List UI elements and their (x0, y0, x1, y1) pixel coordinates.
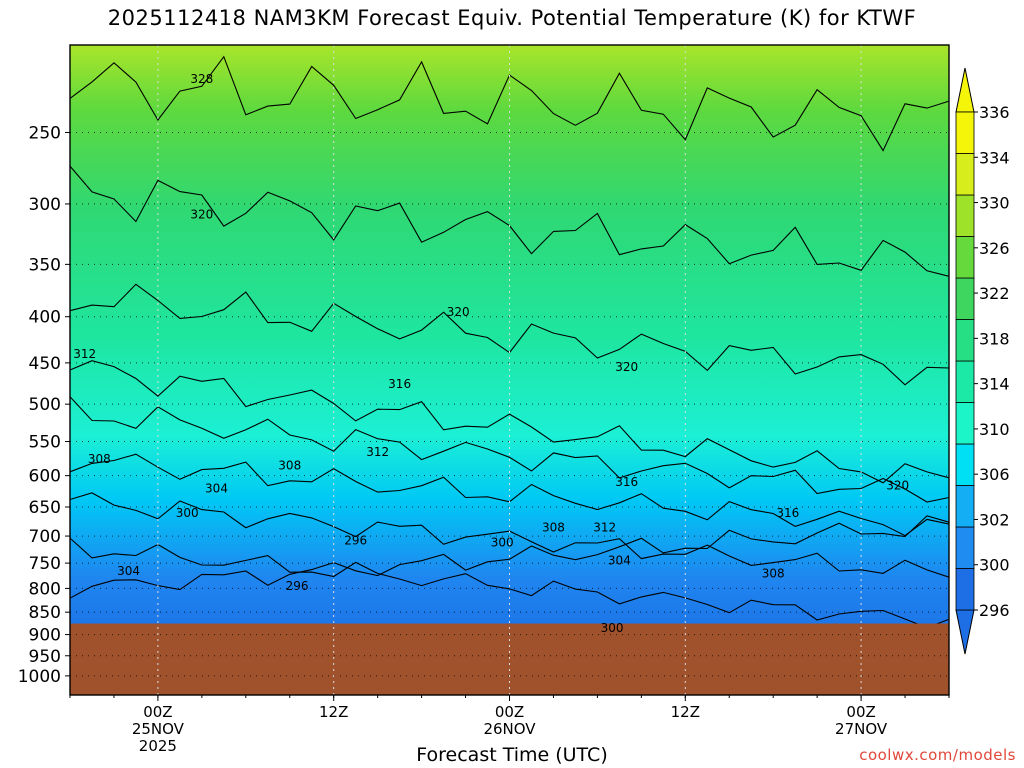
x-tick-label: 12Z (671, 703, 700, 721)
contour-label: 296 (286, 579, 309, 593)
y-tick-label: 400 (29, 308, 61, 328)
contour-label: 320 (190, 207, 213, 221)
colorbar-bottom-arrow (955, 609, 975, 655)
plot-frame (69, 44, 950, 696)
x-tick-label: 00Z (143, 703, 172, 721)
y-tick-label: 300 (29, 195, 61, 215)
colorbar-swatch (955, 402, 975, 445)
colorbar-swatch (955, 111, 975, 154)
contour-label: 308 (762, 566, 785, 580)
y-tick-label: 1000 (18, 667, 61, 687)
y-tick-label: 450 (29, 354, 61, 374)
colorbar-label: 314 (979, 375, 1010, 394)
colorbar-swatch (955, 236, 975, 279)
contour-312 (69, 396, 950, 503)
contour-label: 312 (73, 347, 96, 361)
y-tick-label: 900 (29, 626, 61, 646)
grid-lines (70, 45, 949, 695)
contour-label: 304 (117, 564, 140, 578)
x-tick-label: 12Z (319, 703, 348, 721)
contour-label: 320 (447, 305, 470, 319)
contour-label: 320 (615, 360, 638, 374)
contour-label: 304 (205, 481, 228, 495)
colorbar-label: 296 (979, 601, 1010, 620)
colorbar-top-arrow (955, 67, 975, 113)
contour-label: 300 (491, 536, 514, 550)
contour-300 (69, 537, 950, 629)
contour-label: 304 (608, 553, 631, 567)
y-tick-label: 800 (29, 579, 61, 599)
contour-labels: 328 320 312 320 316 320 312 308 308 304 300 316 320 3… (73, 72, 909, 635)
y-tick-label: 500 (29, 395, 61, 415)
colorbar-label: 326 (979, 239, 1010, 258)
contour-label: 300 (176, 506, 199, 520)
colorbar-label: 302 (979, 510, 1010, 529)
colorbar-label: 322 (979, 284, 1010, 303)
colorbar-label: 330 (979, 194, 1010, 213)
x-tick-label: 2025 (139, 737, 177, 755)
colorbar-swatch (955, 319, 975, 362)
contour-label: 300 (601, 621, 624, 635)
ground-mask (70, 623, 949, 695)
colorbar-swatch (955, 360, 975, 403)
colorbar-label: 300 (979, 556, 1010, 575)
colorbar-label: 336 (979, 103, 1010, 122)
chart-title: 2025112418 NAM3KM Forecast Equiv. Potent… (107, 6, 917, 30)
contour-label: 320 (886, 478, 909, 492)
x-axis-title: Forecast Time (UTC) (416, 744, 608, 766)
colorbar-label: 334 (979, 148, 1010, 167)
y-tick-label: 750 (29, 554, 61, 574)
colorbar-label: 306 (979, 465, 1010, 484)
colorbar-label: 318 (979, 329, 1010, 348)
contour-label: 308 (542, 521, 565, 535)
y-tick-label: 250 (29, 123, 61, 143)
x-tick-label: 26NOV (483, 720, 536, 738)
y-tick-label: 950 (29, 647, 61, 667)
credit-text[interactable]: coolwx.com/models (859, 746, 1016, 764)
contour-label: 312 (366, 445, 389, 459)
colorbar-swatch (955, 526, 975, 569)
x-tick-label: 25NOV (132, 720, 185, 738)
contour-label: 308 (278, 459, 301, 473)
colorbar: 296 300 302 306 310 314 318 322 326 330 334 336 (955, 67, 1010, 655)
contour-label: 308 (88, 452, 111, 466)
contour-316 (69, 360, 950, 484)
colorbar-label: 310 (979, 420, 1010, 439)
contour-label: 328 (190, 72, 213, 86)
contour-296 (69, 515, 950, 599)
contour-label: 316 (776, 506, 799, 520)
contour-label: 316 (615, 475, 638, 489)
colorbar-swatch (955, 277, 975, 320)
colorbar-swatch (955, 443, 975, 486)
ground-fill (70, 623, 949, 695)
y-tick-label: 650 (29, 498, 61, 518)
y-tick-label: 700 (29, 527, 61, 547)
x-tick-label: 27NOV (835, 720, 888, 738)
colorbar-swatch (955, 568, 975, 611)
contour-label: 316 (388, 377, 411, 391)
colorbar-swatch (955, 485, 975, 528)
x-tick-label: 00Z (495, 703, 524, 721)
x-tick-label: 00Z (846, 703, 875, 721)
y-axis: 250 300 350 400 450 500 550 600 650 700 750 800 850 9… (18, 123, 70, 687)
y-tick-label: 550 (29, 433, 61, 453)
y-tick-label: 850 (29, 603, 61, 623)
y-tick-label: 600 (29, 467, 61, 487)
contour-label: 296 (344, 534, 367, 548)
colorbar-swatch (955, 194, 975, 237)
colorbar-swatch (955, 153, 975, 196)
y-tick-label: 350 (29, 255, 61, 275)
contour-label: 312 (593, 521, 616, 535)
